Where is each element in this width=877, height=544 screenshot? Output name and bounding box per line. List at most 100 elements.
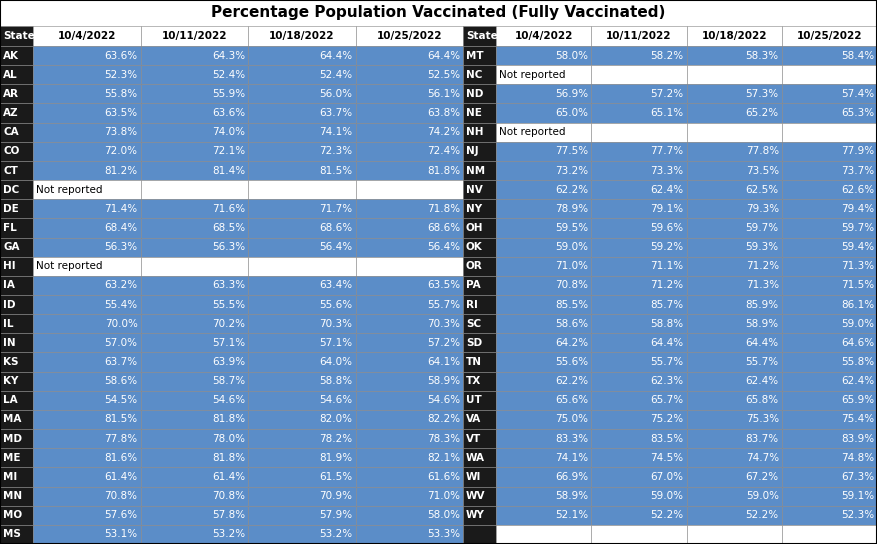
Bar bbox=[248, 448, 355, 467]
Text: NH: NH bbox=[466, 127, 483, 137]
Bar bbox=[781, 238, 877, 257]
Bar bbox=[496, 448, 591, 467]
Text: 81.9%: 81.9% bbox=[319, 453, 353, 463]
Text: 54.6%: 54.6% bbox=[427, 395, 460, 405]
Bar bbox=[591, 238, 687, 257]
Text: RI: RI bbox=[466, 300, 478, 310]
Text: 67.2%: 67.2% bbox=[745, 472, 779, 482]
Text: DC: DC bbox=[3, 184, 19, 195]
Bar bbox=[687, 142, 781, 161]
Bar bbox=[248, 122, 355, 142]
Text: 71.1%: 71.1% bbox=[651, 261, 683, 271]
Text: 59.2%: 59.2% bbox=[651, 242, 683, 252]
Text: 65.2%: 65.2% bbox=[745, 108, 779, 118]
Text: 52.5%: 52.5% bbox=[427, 70, 460, 80]
Bar bbox=[140, 161, 248, 180]
Text: 55.6%: 55.6% bbox=[319, 300, 353, 310]
Text: 55.8%: 55.8% bbox=[841, 357, 874, 367]
Bar bbox=[248, 46, 355, 65]
Text: 62.5%: 62.5% bbox=[745, 184, 779, 195]
Text: 63.3%: 63.3% bbox=[212, 280, 245, 290]
Bar bbox=[496, 410, 591, 429]
Bar bbox=[496, 314, 591, 333]
Text: 79.1%: 79.1% bbox=[651, 204, 683, 214]
Text: 56.3%: 56.3% bbox=[104, 242, 138, 252]
Text: 67.3%: 67.3% bbox=[841, 472, 874, 482]
Text: 86.1%: 86.1% bbox=[841, 300, 874, 310]
Bar bbox=[355, 429, 463, 448]
Text: 59.0%: 59.0% bbox=[841, 319, 874, 329]
Text: 10/18/2022: 10/18/2022 bbox=[269, 31, 334, 41]
Bar bbox=[463, 410, 496, 429]
Bar bbox=[140, 314, 248, 333]
Text: 55.9%: 55.9% bbox=[212, 89, 245, 99]
Bar bbox=[591, 199, 687, 218]
Bar bbox=[248, 467, 355, 486]
Text: 57.1%: 57.1% bbox=[319, 338, 353, 348]
Bar bbox=[140, 180, 248, 199]
Bar bbox=[591, 525, 687, 544]
Text: 83.3%: 83.3% bbox=[555, 434, 588, 444]
Bar bbox=[496, 506, 591, 525]
Text: 55.8%: 55.8% bbox=[104, 89, 138, 99]
Bar bbox=[463, 391, 496, 410]
Bar bbox=[248, 26, 355, 46]
Bar bbox=[687, 467, 781, 486]
Bar bbox=[33, 26, 140, 46]
Text: 55.6%: 55.6% bbox=[555, 357, 588, 367]
Bar bbox=[463, 372, 496, 391]
Text: NJ: NJ bbox=[466, 146, 479, 156]
Bar bbox=[687, 314, 781, 333]
Text: 62.3%: 62.3% bbox=[651, 376, 683, 386]
Text: 53.2%: 53.2% bbox=[319, 529, 353, 540]
Text: 56.1%: 56.1% bbox=[427, 89, 460, 99]
Text: Not reported: Not reported bbox=[36, 261, 103, 271]
Text: 71.2%: 71.2% bbox=[745, 261, 779, 271]
Bar bbox=[781, 295, 877, 314]
Bar bbox=[248, 276, 355, 295]
Bar bbox=[781, 26, 877, 46]
Bar bbox=[355, 122, 463, 142]
Text: 64.6%: 64.6% bbox=[841, 338, 874, 348]
Text: MI: MI bbox=[3, 472, 18, 482]
Bar bbox=[687, 448, 781, 467]
Bar bbox=[463, 65, 496, 84]
Bar bbox=[355, 276, 463, 295]
Bar bbox=[591, 448, 687, 467]
Text: 10/11/2022: 10/11/2022 bbox=[606, 31, 672, 41]
Bar bbox=[0, 218, 33, 238]
Bar bbox=[463, 467, 496, 486]
Bar bbox=[0, 333, 33, 353]
Bar bbox=[140, 353, 248, 372]
Text: 58.0%: 58.0% bbox=[427, 510, 460, 520]
Bar bbox=[33, 506, 140, 525]
Bar bbox=[687, 84, 781, 103]
Bar bbox=[248, 525, 355, 544]
Bar bbox=[463, 238, 496, 257]
Text: 63.8%: 63.8% bbox=[427, 108, 460, 118]
Text: 82.2%: 82.2% bbox=[427, 415, 460, 424]
Bar bbox=[355, 391, 463, 410]
Bar bbox=[781, 429, 877, 448]
Text: 58.8%: 58.8% bbox=[651, 319, 683, 329]
Text: 57.9%: 57.9% bbox=[319, 510, 353, 520]
Text: 63.2%: 63.2% bbox=[104, 280, 138, 290]
Text: 62.6%: 62.6% bbox=[841, 184, 874, 195]
Text: 75.0%: 75.0% bbox=[555, 415, 588, 424]
Text: 72.3%: 72.3% bbox=[319, 146, 353, 156]
Bar bbox=[33, 486, 140, 506]
Text: 55.7%: 55.7% bbox=[745, 357, 779, 367]
Bar bbox=[591, 276, 687, 295]
Bar bbox=[0, 142, 33, 161]
Text: 70.3%: 70.3% bbox=[319, 319, 353, 329]
Text: 70.3%: 70.3% bbox=[427, 319, 460, 329]
Text: VT: VT bbox=[466, 434, 481, 444]
Text: 55.4%: 55.4% bbox=[104, 300, 138, 310]
Bar bbox=[687, 486, 781, 506]
Text: 61.4%: 61.4% bbox=[212, 472, 245, 482]
Bar bbox=[687, 353, 781, 372]
Bar bbox=[0, 0, 877, 26]
Bar bbox=[0, 467, 33, 486]
Text: 61.6%: 61.6% bbox=[427, 472, 460, 482]
Text: 83.5%: 83.5% bbox=[651, 434, 683, 444]
